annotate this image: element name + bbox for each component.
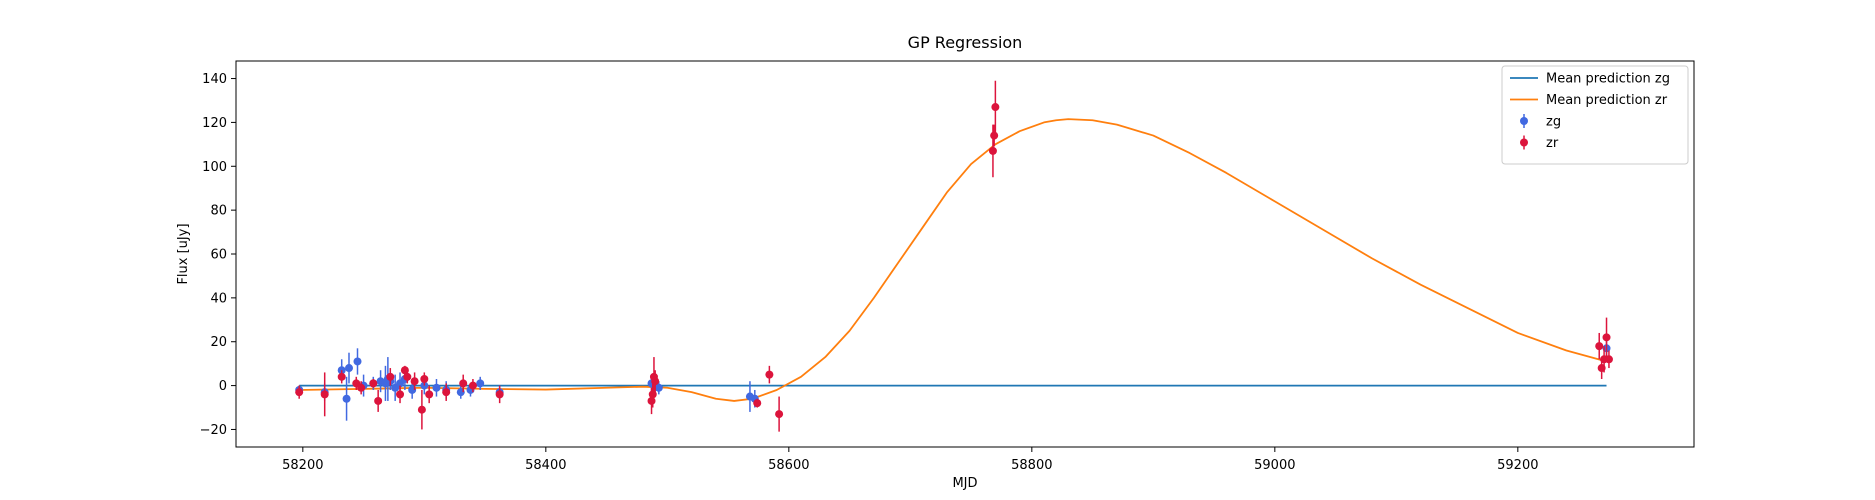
x-tick-label: 58600 (768, 458, 809, 473)
y-tick-label: −20 (200, 423, 227, 438)
series-layer (295, 80, 1613, 432)
legend-item: Mean prediction zr (1510, 93, 1668, 108)
zr-point (374, 396, 383, 405)
zr-point (417, 405, 426, 414)
legend-label: zr (1546, 136, 1559, 151)
zg-point (432, 383, 441, 392)
zr-point (425, 390, 434, 399)
y-tick-label: 0 (219, 379, 227, 394)
zr-point (988, 146, 997, 155)
zg-point (344, 364, 353, 373)
legend-item: Mean prediction zg (1510, 72, 1670, 87)
zr-point (459, 379, 468, 388)
zr-point (765, 370, 774, 379)
y-tick-label: 40 (210, 291, 227, 306)
zr-point (403, 372, 412, 381)
y-tick-label: 140 (202, 72, 227, 87)
zr-point (295, 388, 304, 397)
zr-point (990, 131, 999, 140)
legend-label: Mean prediction zg (1546, 72, 1670, 87)
x-axis: 58200 58400 58600 58800 59000 59200 (282, 447, 1539, 473)
zr-point (442, 388, 451, 397)
zr-point (991, 103, 1000, 112)
zr-point (1595, 342, 1604, 351)
y-tick-label: 60 (210, 248, 227, 263)
y-axis: −20 0 20 40 60 80 100 120 140 (200, 72, 236, 438)
zr-point (648, 390, 657, 399)
zr-point (495, 390, 504, 399)
zr-point (775, 410, 784, 419)
zr-point (1602, 333, 1611, 342)
x-tick-label: 59200 (1497, 458, 1538, 473)
x-tick-label: 58200 (282, 458, 323, 473)
series-line-mean-prediction-zr (299, 118, 1607, 402)
legend: Mean prediction zg Mean prediction zr zg zr (1501, 65, 1689, 165)
zr-point (753, 399, 762, 408)
x-axis-label: MJD (952, 476, 977, 491)
legend-label: zg (1546, 115, 1561, 130)
zr-point (369, 379, 378, 388)
x-tick-label: 59000 (1254, 458, 1295, 473)
legend-item: zg (1520, 114, 1561, 130)
y-tick-label: 20 (210, 335, 227, 350)
y-axis-label: Flux [uJy] (176, 223, 191, 284)
zr-point (320, 390, 329, 399)
legend-frame (1501, 65, 1689, 165)
legend-label: Mean prediction zr (1546, 93, 1668, 108)
x-tick-label: 58800 (1011, 458, 1052, 473)
series-zg (295, 337, 1611, 421)
x-tick-label: 58400 (525, 458, 566, 473)
y-tick-label: 80 (210, 204, 227, 219)
zr-point (357, 383, 366, 392)
zr-point (396, 390, 405, 399)
zg-point (353, 357, 362, 366)
series-zr (295, 80, 1613, 432)
y-tick-label: 100 (202, 160, 227, 175)
zr-point (651, 377, 660, 386)
zg-point (654, 383, 663, 392)
zr-point (647, 396, 656, 405)
zr-point (468, 381, 477, 390)
legend-marker-swatch (1520, 117, 1528, 125)
zr-point (386, 372, 395, 381)
chart-title: GP Regression (908, 33, 1023, 52)
legend-item: zr (1520, 135, 1559, 151)
zr-point (337, 372, 346, 381)
zg-point (342, 394, 351, 403)
zr-point (420, 375, 429, 384)
zg-point (476, 379, 485, 388)
y-tick-label: 120 (202, 116, 227, 131)
zr-point (1604, 355, 1613, 364)
zr-point (410, 377, 419, 386)
legend-marker-swatch (1520, 138, 1528, 147)
